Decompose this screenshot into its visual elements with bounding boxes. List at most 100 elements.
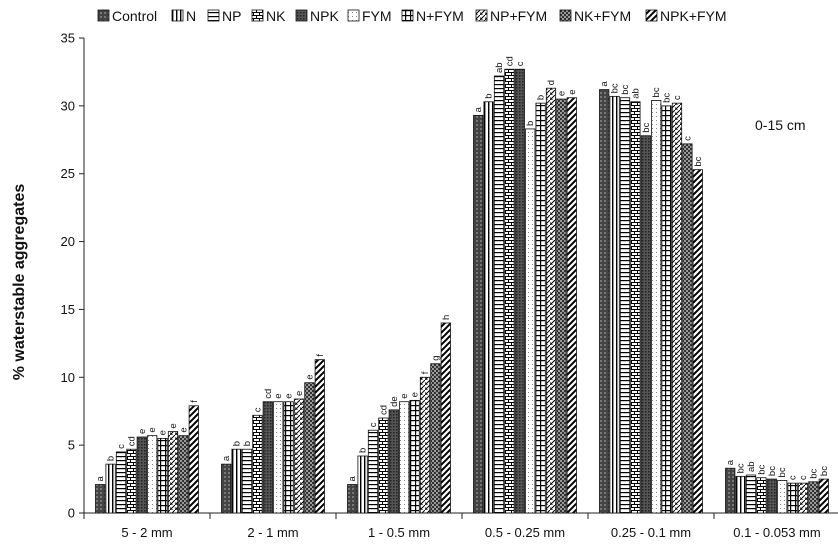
data-label: b: [358, 448, 369, 453]
data-label: b: [525, 121, 536, 126]
data-label: bc: [756, 464, 767, 474]
bar: [525, 128, 536, 514]
axes: 0 5 10 15 20 25 30 35 5 - 2 mm 2 - 1 mm 1 - 0.5 mm…: [61, 31, 838, 540]
data-label: bc: [651, 87, 662, 97]
bar: [797, 482, 809, 514]
bar: [661, 105, 672, 514]
data-label: de: [389, 396, 400, 407]
bar: [735, 475, 746, 514]
legend-label: NK: [266, 8, 286, 24]
y-tick-label: 10: [61, 370, 75, 385]
bar: [556, 98, 567, 514]
bar: [115, 451, 127, 514]
data-label: c: [368, 422, 379, 427]
bar: [808, 481, 819, 514]
legend-swatch: [475, 9, 488, 22]
legend-label: NP: [222, 8, 241, 24]
data-label: a: [599, 81, 610, 87]
y-tick-label: 20: [61, 234, 75, 249]
data-label: b: [536, 95, 547, 100]
data-label: f: [315, 354, 326, 357]
data-label: e: [399, 393, 410, 398]
legend-label: Control: [112, 8, 157, 24]
data-label: b: [484, 93, 495, 98]
data-label: c: [682, 136, 693, 141]
data-label: a: [725, 459, 736, 465]
bar: [440, 322, 451, 514]
data-label: c: [116, 444, 127, 449]
bar: [504, 68, 515, 514]
bar: [473, 114, 484, 514]
bar: [430, 363, 441, 514]
bar: [262, 401, 273, 514]
bar: [399, 401, 410, 514]
bar: [147, 435, 158, 514]
data-label: e: [147, 427, 158, 432]
data-label: e: [304, 374, 315, 379]
bar: [609, 95, 620, 514]
data-label: bc: [620, 84, 631, 94]
bar: [178, 435, 189, 514]
legend-swatch: [401, 9, 414, 22]
data-label: e: [158, 430, 169, 435]
legend-label: NP+FYM: [490, 8, 547, 24]
legend-swatch: [559, 9, 572, 22]
data-label: e: [284, 393, 295, 398]
data-label: e: [556, 91, 567, 96]
data-label: e: [137, 429, 148, 434]
data-label: f: [420, 371, 431, 374]
x-tick-label: 1 - 0.5 mm: [368, 525, 430, 540]
data-label: e: [567, 89, 578, 94]
bar: [514, 68, 525, 514]
bar: [787, 482, 798, 514]
bar: [167, 431, 179, 514]
data-label: bc: [777, 467, 788, 477]
bar: [725, 467, 736, 514]
y-axis-title: % waterstable aggregates: [11, 184, 28, 381]
legend: Control N NP NK NPK FYM N+FYM NP+FYM NK+FYM NPK+F…: [97, 8, 727, 24]
bar: [745, 474, 757, 514]
legend-label: FYM: [362, 8, 392, 24]
bar: [682, 143, 693, 514]
bar: [599, 89, 610, 514]
bar: [493, 75, 505, 514]
legend-swatch: [347, 9, 360, 22]
bar: [304, 382, 315, 514]
legend-swatch: [97, 9, 110, 22]
bar: [535, 102, 546, 514]
bar: [777, 480, 788, 514]
data-label: b: [242, 441, 253, 446]
bar: [566, 97, 577, 514]
x-tick-label: 2 - 1 mm: [247, 525, 298, 540]
bar: [347, 484, 358, 514]
data-label: bc: [693, 156, 704, 166]
data-label: e: [410, 392, 421, 397]
data-label: h: [441, 315, 452, 320]
data-label: a: [347, 476, 358, 482]
data-label: cd: [126, 436, 137, 446]
legend-label: N+FYM: [416, 8, 464, 24]
bar: [619, 97, 631, 514]
bar: [419, 376, 431, 514]
legend-label: NPK+FYM: [660, 8, 727, 24]
bar: [314, 359, 325, 514]
data-label: bc: [662, 93, 673, 103]
data-label: bc: [808, 469, 819, 479]
bar: [157, 437, 168, 514]
data-label: b: [232, 441, 243, 446]
data-label: e: [168, 423, 179, 428]
data-label: c: [672, 95, 683, 100]
bar: [126, 448, 137, 514]
y-tick-label: 15: [61, 302, 75, 317]
y-tick-label: 0: [68, 506, 75, 521]
bar: [388, 409, 399, 514]
data-label: cd: [263, 389, 274, 399]
bar: [95, 484, 106, 514]
bar: [671, 102, 683, 514]
bar: [367, 429, 379, 514]
legend-swatch: [645, 9, 658, 22]
legend-label: N: [186, 8, 196, 24]
data-label: a: [95, 476, 106, 482]
bar: [136, 436, 147, 514]
